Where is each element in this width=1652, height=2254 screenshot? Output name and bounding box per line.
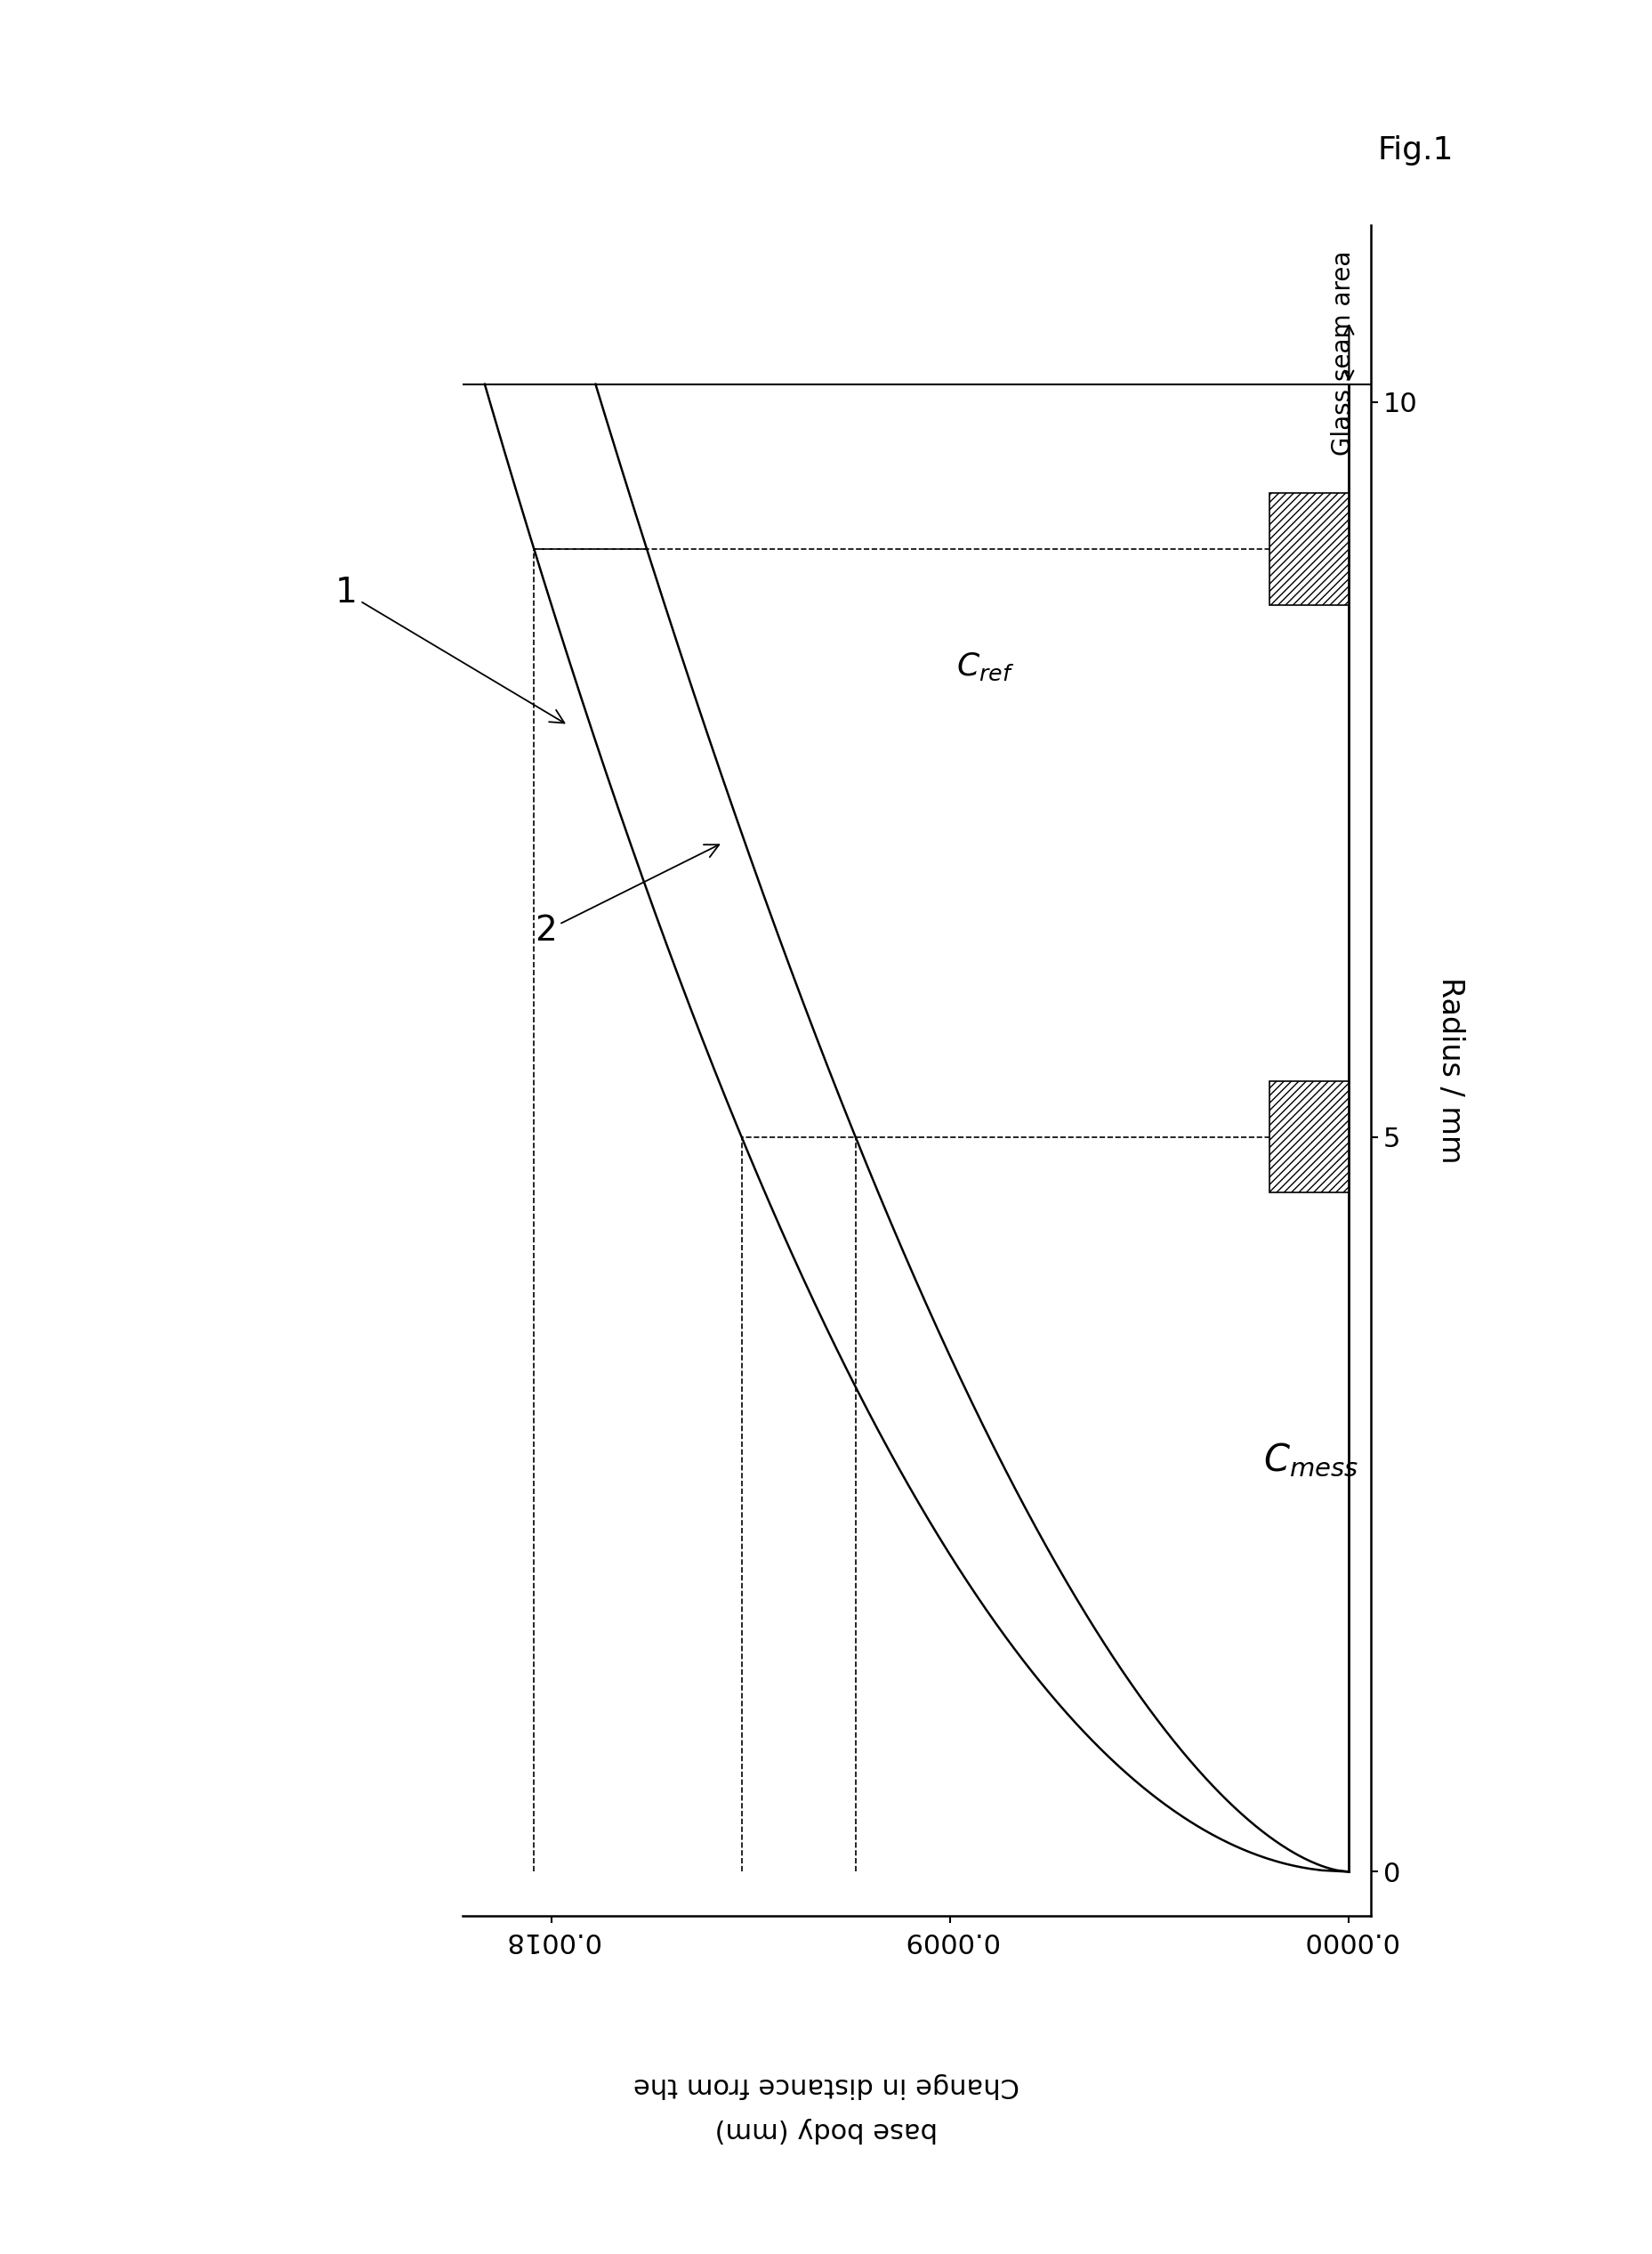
Text: 1: 1: [335, 577, 565, 724]
Text: $C_{mess}$: $C_{mess}$: [1264, 1440, 1360, 1479]
Bar: [1269, 494, 1350, 604]
Bar: [1269, 1082, 1350, 1192]
Text: 2: 2: [535, 845, 719, 949]
Y-axis label: Radius / mm: Radius / mm: [1436, 978, 1465, 1163]
Text: Glass seam area: Glass seam area: [1332, 250, 1356, 455]
Text: $C_{ref}$: $C_{ref}$: [957, 651, 1014, 683]
Text: Fig.1: Fig.1: [1378, 135, 1454, 165]
Text: base body (mm): base body (mm): [715, 2117, 937, 2144]
Text: Change in distance from the: Change in distance from the: [633, 2071, 1019, 2098]
